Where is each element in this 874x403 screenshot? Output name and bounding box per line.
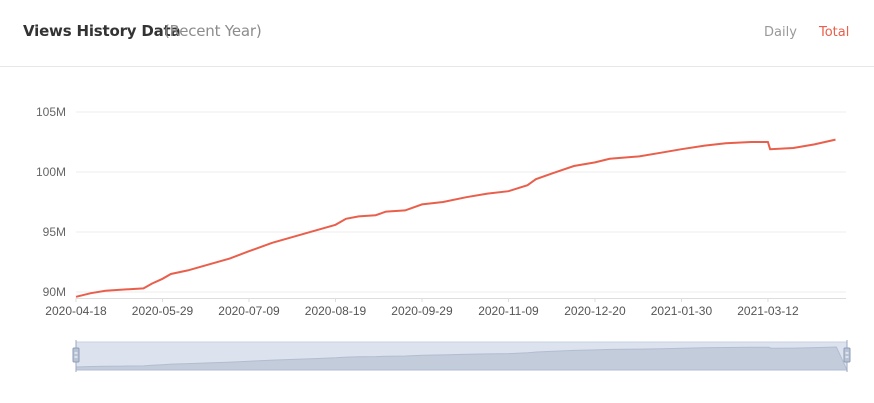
- chart-subtitle: (Recent Year): [164, 22, 262, 40]
- x-tick-label: 2020-08-19: [305, 304, 367, 318]
- slider-handle-grip: [72, 347, 80, 363]
- y-axis-ticks: 90M 95M 100M 105M: [36, 105, 66, 299]
- slider-handle-left[interactable]: [72, 340, 80, 372]
- x-tick-label: 2021-01-30: [651, 304, 713, 318]
- chart-title: Views History Data: [23, 22, 181, 40]
- x-tick-label: 2020-04-18: [45, 304, 107, 318]
- chart-header: Views History Data (Recent Year) Daily T…: [0, 0, 874, 67]
- series-line: [75, 138, 836, 298]
- tab-total[interactable]: Total: [819, 25, 850, 40]
- tab-daily[interactable]: Daily: [764, 25, 797, 40]
- slider-handle-right[interactable]: [843, 340, 851, 372]
- slider-handle-grip: [843, 347, 851, 363]
- y-tick-label: 90M: [43, 285, 66, 299]
- y-tick-label: 95M: [43, 225, 66, 239]
- x-tick-label: 2020-11-09: [478, 304, 539, 318]
- x-tick-label: 2020-07-09: [218, 304, 280, 318]
- y-tick-label: 105M: [36, 105, 66, 119]
- x-axis-ticks: 2020-04-18 2020-05-29 2020-07-09 2020-08-19…: [45, 298, 799, 318]
- slider-preview-area: [75, 346, 848, 371]
- x-tick-label: 2020-05-29: [132, 304, 194, 318]
- x-tick-label: 2020-09-29: [391, 304, 453, 318]
- grid-lines: [76, 111, 846, 293]
- x-tick-label: 2020-12-20: [564, 304, 626, 318]
- y-tick-label: 100M: [36, 165, 66, 179]
- data-zoom-slider[interactable]: [72, 340, 851, 372]
- x-tick-label: 2021-03-12: [737, 304, 799, 318]
